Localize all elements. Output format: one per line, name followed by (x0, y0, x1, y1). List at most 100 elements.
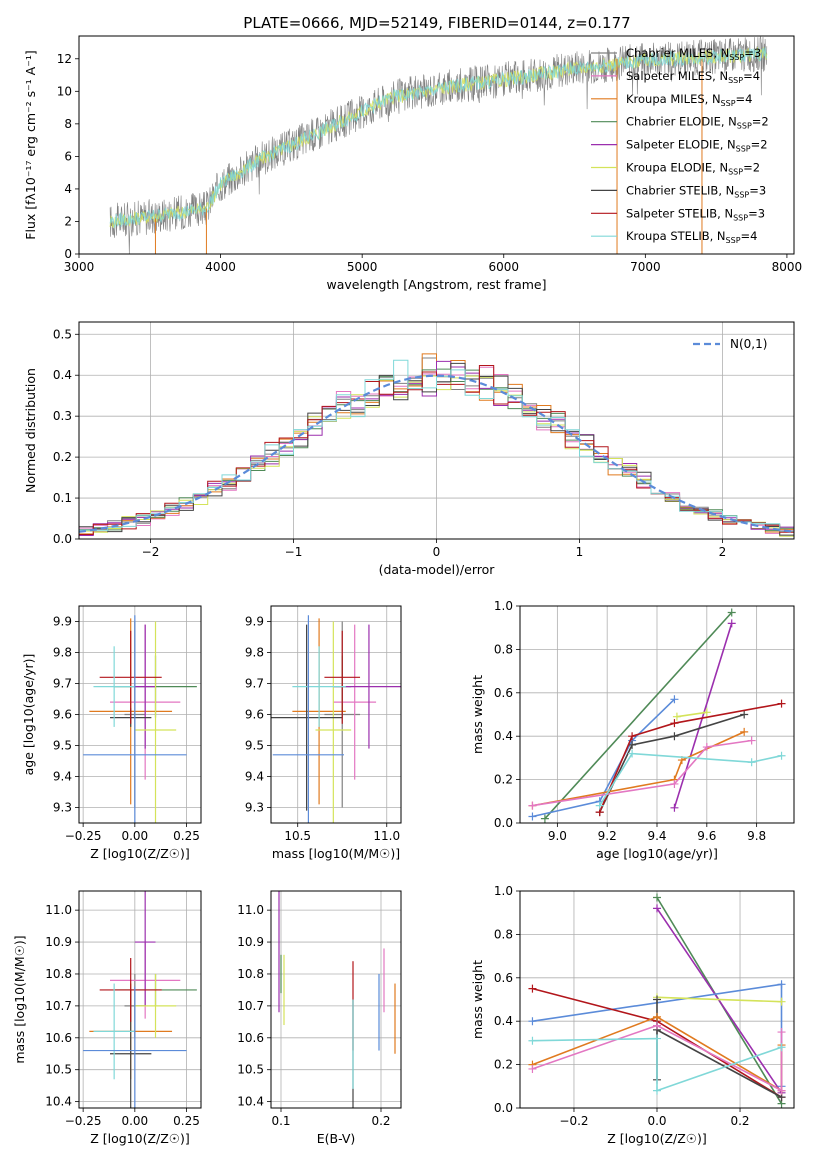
weight-marker (702, 708, 711, 717)
x-tick-label: 9.4 (647, 829, 666, 843)
legend-label-sub: SSP (737, 122, 752, 131)
weight-marker (672, 712, 681, 721)
weight-marker (528, 1036, 537, 1045)
y-tick-label: 0.4 (53, 368, 72, 382)
weight-series-sp_elodie (673, 623, 733, 809)
plot-area (528, 893, 786, 1108)
legend-label-main: Chabrier MILES, N (626, 46, 729, 60)
weight-marker (528, 801, 537, 810)
ebv-mass-panel: 0.1 0.2 10.4 10.5 10.6 10.7 10.8 10.9 11.0 E(B-V) (237, 890, 402, 1146)
y-tick-label: 0.3 (53, 409, 72, 423)
legend-label-main: Salpeter STELIB, N (626, 206, 733, 220)
z-mass-panel: −0.25 0.00 0.25 10.4 10.5 10.6 10.7 10.8 10.9 11.… (12, 890, 202, 1146)
weight-marker (540, 814, 549, 823)
y-tick-label: 11.0 (45, 903, 72, 917)
legend-label-main: Kroupa STELIB, N (626, 229, 726, 243)
legend-label-tail: =2 (751, 138, 768, 152)
x-tick-label: 3000 (64, 260, 95, 274)
weight-series-cb_elodie (544, 611, 733, 820)
age-weight-panel: 9.0 9.2 9.4 9.6 9.8 0.0 0.2 0.4 0.6 0.8 1.0 age [lo… (470, 599, 795, 861)
y-tick-label: 1.0 (494, 599, 513, 613)
plot-area (83, 891, 197, 1108)
y-tick-label: 9.4 (53, 770, 72, 784)
y-tick-label: 4 (64, 182, 72, 196)
plot-area (109, 36, 768, 254)
x-tick-label: −2 (142, 545, 160, 559)
x-tick-label: 9.2 (598, 829, 617, 843)
y-tick-label: 9.9 (53, 615, 72, 629)
y-tick-label: 10.8 (45, 967, 72, 981)
x-tick-label: −0.25 (65, 1114, 102, 1128)
y-tick-label: 9.4 (245, 770, 264, 784)
x-tick-label: 0.0 (647, 1114, 666, 1128)
y-tick-label: 10.5 (45, 1063, 72, 1077)
x-tick-label: 0.25 (173, 829, 200, 843)
weight-marker (702, 743, 711, 752)
legend-label-tail: =2 (752, 115, 769, 129)
y-tick-label: 9.7 (53, 677, 72, 691)
x-tick-label: 0.00 (121, 829, 148, 843)
y-tick-label: 10.6 (237, 1031, 264, 1045)
y-tick-label: 9.6 (245, 708, 264, 722)
legend-label-sub: SSP (728, 168, 743, 177)
y-tick-label: 10.7 (237, 999, 264, 1013)
y-tick-label: 8 (64, 117, 72, 131)
axes-frame (78, 890, 202, 1109)
weight-marker (528, 1017, 537, 1026)
axes-frame (519, 890, 795, 1109)
weight-marker (653, 893, 661, 902)
x-tick-label: 0.25 (173, 1114, 200, 1128)
y-tick-label: 0.4 (494, 729, 513, 743)
y-tick-label: 10.9 (45, 935, 72, 949)
residual-histogram-kr_stelib (79, 359, 794, 535)
y-tick-label: 0.4 (494, 1014, 513, 1028)
x-tick-label: 11.0 (373, 829, 400, 843)
y-axis-label: Normed distribution (23, 368, 38, 493)
x-tick-label: 9.6 (697, 829, 716, 843)
legend-label: Kroupa ELODIE, NSSP=2 (626, 161, 760, 177)
y-axis-label: mass [log10(M/M☉)] (12, 935, 27, 1063)
legend-label-main: Kroupa ELODIE, N (626, 161, 728, 175)
legend-label-tail: =3 (744, 46, 761, 60)
weight-marker (777, 751, 786, 760)
x-axis-label: age [log10(age/yr)] (596, 846, 718, 861)
weight-marker (653, 904, 661, 913)
legend-label: Kroupa STELIB, NSSP=4 (626, 229, 757, 245)
x-tick-label: 6000 (488, 260, 519, 274)
weight-marker (777, 1086, 786, 1095)
legend-label-main: Salpeter ELODIE, N (626, 138, 736, 152)
axes-frame (519, 605, 795, 824)
x-tick-label: −0.25 (65, 829, 102, 843)
weight-marker (653, 1086, 661, 1095)
y-tick-label: 11.0 (237, 903, 264, 917)
weight-series-kr_stelib (599, 752, 782, 807)
weight-marker (628, 749, 637, 758)
y-tick-label: 10.8 (237, 967, 264, 981)
legend-label-main: Chabrier ELODIE, N (626, 115, 737, 129)
weight-marker (670, 695, 679, 704)
x-tick-label: 9.0 (548, 829, 567, 843)
y-tick-label: 9.9 (245, 615, 264, 629)
weight-marker (528, 984, 537, 993)
weight-marker (670, 779, 679, 788)
legend-label-sub: SSP (728, 76, 743, 85)
weight-marker (595, 801, 604, 810)
weight-marker (747, 736, 756, 745)
x-axis-label: Z [log10(Z/Z☉)] (607, 1131, 707, 1146)
axes-frame (78, 605, 202, 824)
y-tick-label: 1.0 (494, 884, 513, 898)
weight-marker (528, 812, 537, 821)
y-tick-label: 0.5 (53, 327, 72, 341)
y-tick-label: 10 (57, 84, 72, 98)
weight-marker (777, 1043, 786, 1052)
mass-age-panel: 10.5 11.0 9.3 9.4 9.5 9.6 9.7 9.8 9.9 mass [log10… (245, 605, 402, 861)
weight-marker (670, 719, 679, 728)
legend-label-tail: =2 (743, 161, 760, 175)
weight-series-cb_stelib (656, 999, 782, 1098)
spectrum-panel: 3000 4000 5000 6000 7000 8000 0 2 4 6 8 10 12 wavelen… (23, 35, 802, 292)
legend-label-tail: =4 (741, 229, 758, 243)
x-tick-label: −0.2 (559, 1114, 588, 1128)
y-tick-label: 10.5 (237, 1063, 264, 1077)
y-tick-label: 9.5 (53, 739, 72, 753)
